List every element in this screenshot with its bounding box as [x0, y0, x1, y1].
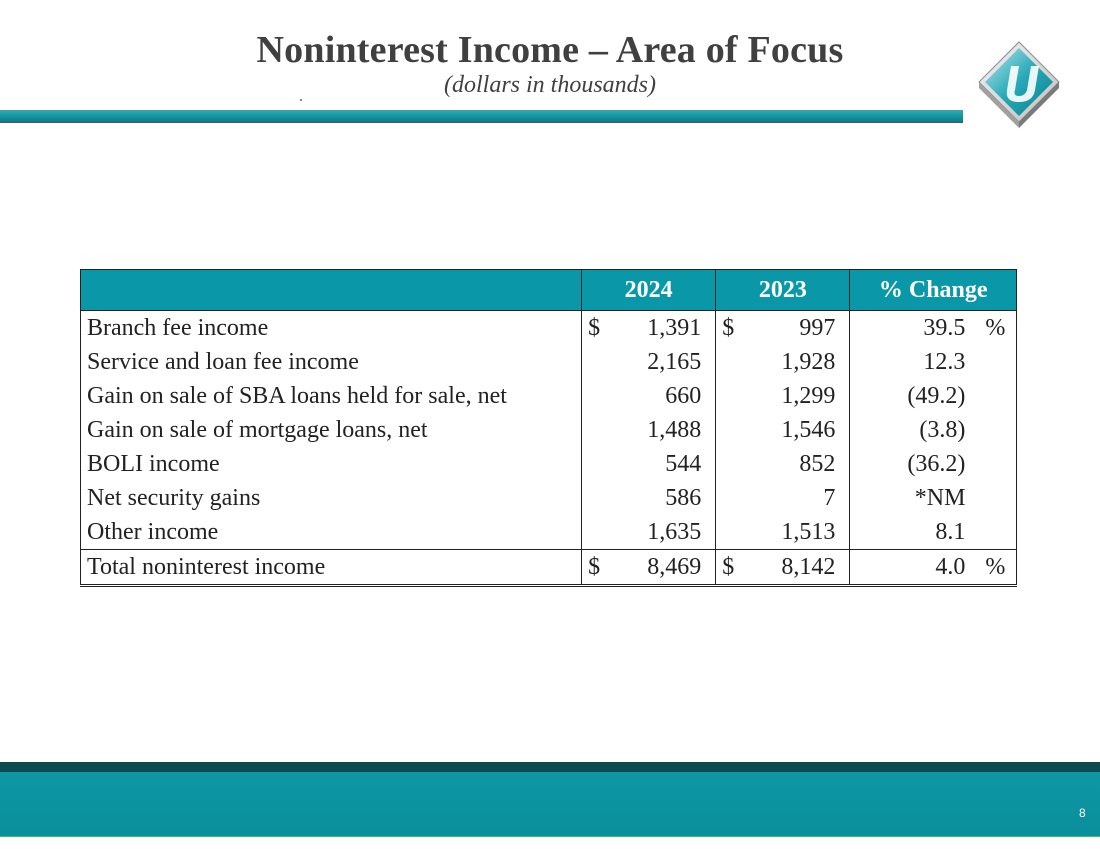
value-2023-cell: 1,928 [715, 345, 851, 379]
footer-bar [0, 772, 1100, 837]
value-2024-cell: 1,488 [581, 413, 717, 447]
table-header-row: 2024 2023 % Change [79, 269, 1017, 311]
value-2024: 660 [665, 383, 702, 409]
row-label: Gain on sale of mortgage loans, net [79, 413, 583, 447]
value-2024-cell: 660 [581, 379, 717, 413]
row-label: Branch fee income [79, 310, 583, 345]
value-2024: 544 [665, 451, 702, 477]
header-pct-change: % Change [849, 269, 1017, 311]
table-row: Service and loan fee income 2,165 1,928 12.… [79, 345, 1017, 379]
table-row: Branch fee income $1,391 $997 39.5% [79, 310, 1017, 345]
value-2024-cell: $8,469 [581, 549, 717, 587]
pct-change-cell: 39.5% [849, 310, 1017, 345]
table-total-row: Total noninterest income $8,469 $8,142 4.0% [79, 549, 1017, 587]
currency-symbol: $ [722, 554, 735, 580]
footer-dark-stripe [0, 762, 1100, 772]
header-divider-bar [0, 110, 963, 123]
value-2023-cell: 7 [715, 481, 851, 515]
header-2023: 2023 [715, 269, 851, 311]
pct-change-cell: (36.2) [849, 447, 1017, 481]
value-2024-cell: 2,165 [581, 345, 717, 379]
row-label: Total noninterest income [79, 549, 583, 587]
value-2023-cell: 1,546 [715, 413, 851, 447]
header-label-cell [79, 269, 583, 311]
row-label: Gain on sale of SBA loans held for sale,… [79, 379, 583, 413]
pct-change-cell: 4.0% [849, 549, 1017, 587]
pct-change-value: (36.2) [907, 451, 966, 477]
decorative-dot [300, 99, 302, 101]
row-label: Service and loan fee income [79, 345, 583, 379]
value-2023: 1,513 [781, 519, 836, 545]
pct-change-value: (3.8) [919, 417, 966, 443]
value-2024: 1,488 [647, 417, 702, 443]
pct-change-value: 4.0 [935, 554, 966, 580]
currency-symbol: $ [722, 315, 735, 341]
value-2023: 1,299 [781, 383, 836, 409]
row-label: Net security gains [79, 481, 583, 515]
value-2023: 1,928 [781, 349, 836, 375]
value-2023: 852 [799, 451, 836, 477]
table-row: BOLI income 544 852 (36.2) [79, 447, 1017, 481]
pct-change-cell: (49.2) [849, 379, 1017, 413]
value-2023-cell: 1,513 [715, 515, 851, 550]
value-2023-cell: $997 [715, 310, 851, 345]
value-2024: 1,635 [647, 519, 702, 545]
value-2023-cell: $8,142 [715, 549, 851, 587]
pct-sign: % [985, 554, 1006, 580]
value-2024: 1,391 [647, 315, 702, 341]
value-2024: 8,469 [647, 554, 702, 580]
table-row: Gain on sale of SBA loans held for sale,… [79, 379, 1017, 413]
pct-sign: % [985, 315, 1006, 341]
value-2023-cell: 852 [715, 447, 851, 481]
pct-change-value: *NM [914, 485, 966, 511]
currency-symbol: $ [588, 554, 601, 580]
page-subtitle: (dollars in thousands) [443, 72, 656, 98]
pct-change-value: 39.5 [923, 315, 966, 341]
value-2023: 8,142 [781, 554, 836, 580]
company-logo-icon [978, 41, 1060, 128]
header-2024: 2024 [581, 269, 717, 311]
pct-change-cell: *NM [849, 481, 1017, 515]
noninterest-income-table: 2024 2023 % Change Branch fee income $1,3… [79, 269, 1017, 587]
value-2024: 586 [665, 485, 702, 511]
pct-change-cell: (3.8) [849, 413, 1017, 447]
pct-change-value: 8.1 [935, 519, 966, 545]
value-2023-cell: 1,299 [715, 379, 851, 413]
table-row: Net security gains 586 7 *NM [79, 481, 1017, 515]
table-row: Gain on sale of mortgage loans, net 1,488… [79, 413, 1017, 447]
value-2024-cell: 1,635 [581, 515, 717, 550]
value-2024: 2,165 [647, 349, 702, 375]
value-2024-cell: 586 [581, 481, 717, 515]
pct-change-value: (49.2) [907, 383, 966, 409]
pct-change-cell: 8.1 [849, 515, 1017, 550]
pct-change-cell: 12.3 [849, 345, 1017, 379]
page-title: Noninterest Income – Area of Focus [256, 29, 844, 71]
pct-change-value: 12.3 [923, 349, 966, 375]
currency-symbol: $ [588, 315, 601, 341]
row-label: Other income [79, 515, 583, 550]
value-2023: 1,546 [781, 417, 836, 443]
value-2023: 997 [799, 315, 836, 341]
page-number: 8 [1079, 806, 1086, 820]
value-2023: 7 [823, 485, 836, 511]
value-2024-cell: 544 [581, 447, 717, 481]
table-row: Other income 1,635 1,513 8.1 [79, 515, 1017, 550]
row-label: BOLI income [79, 447, 583, 481]
value-2024-cell: $1,391 [581, 310, 717, 345]
